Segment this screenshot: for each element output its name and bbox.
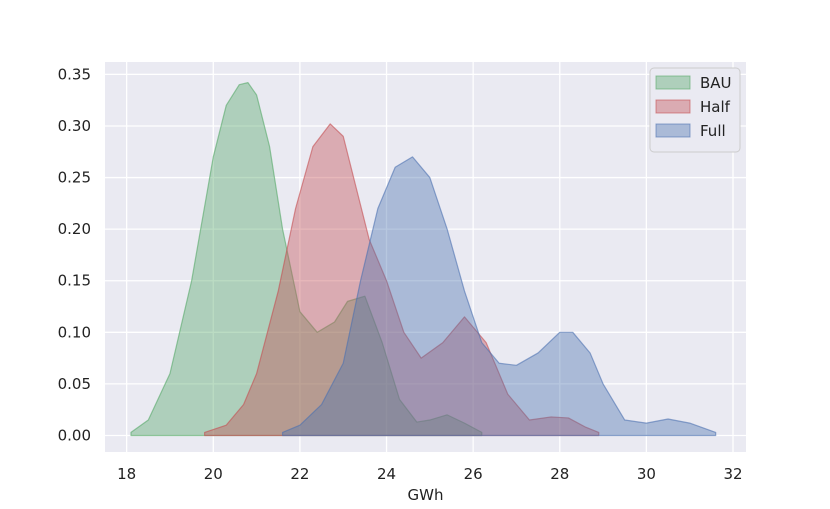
legend: BAU Half Full [649,67,741,153]
plot-background [105,62,746,452]
legend-label-full: Full [700,122,726,140]
y-tick-label: 0.15 [58,272,91,290]
x-tick-label: 30 [637,465,656,483]
x-tick-label: 20 [204,465,223,483]
legend-swatch-full [655,123,691,138]
x-tick-label: 22 [290,465,309,483]
x-tick-label: 32 [723,465,742,483]
x-tick-label: 24 [377,465,396,483]
y-tick-label: 0.20 [58,220,91,238]
legend-swatch-half [655,99,691,114]
legend-label-bau: BAU [700,74,732,92]
y-tick-label: 0.05 [58,375,91,393]
series-area-full [281,156,717,437]
x-tick-label: 18 [117,465,136,483]
y-tick-label: 0.00 [58,426,91,444]
x-axis-label: GWh [408,486,444,504]
y-tick-label: 0.25 [58,169,91,187]
y-tick-label: 0.35 [58,65,91,83]
series-area-bau [130,82,483,437]
y-tick-label: 0.10 [58,323,91,341]
x-tick-label: 28 [550,465,569,483]
legend-label-half: Half [700,98,731,116]
y-tick-label: 0.30 [58,117,91,135]
legend-swatch-bau [655,75,691,90]
x-tick-label: 26 [464,465,483,483]
series-area-half [204,123,600,437]
